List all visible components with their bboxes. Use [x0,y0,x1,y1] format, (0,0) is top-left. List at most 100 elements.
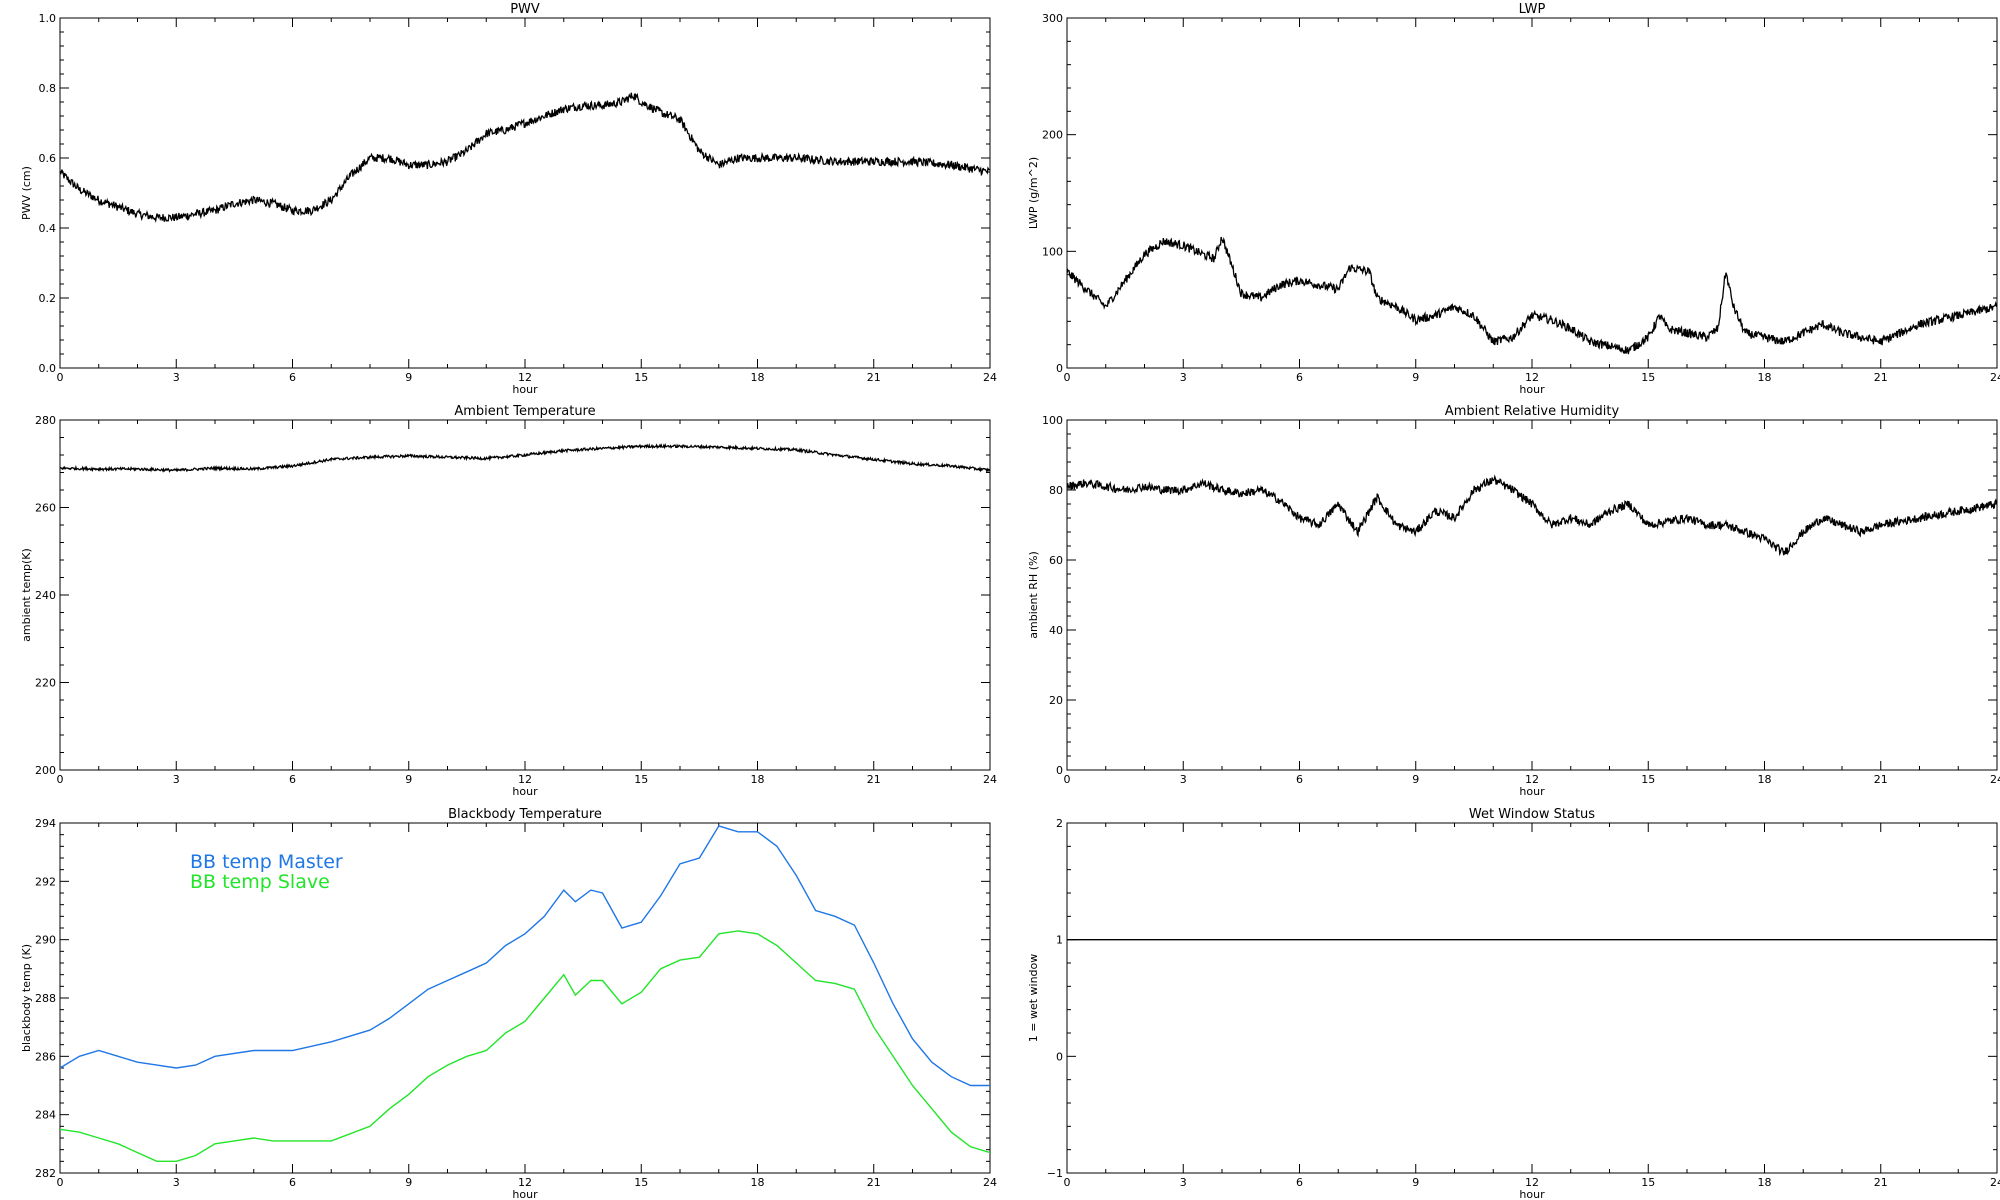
x-tick-label: 21 [867,371,881,384]
y-axis-label: 1 = wet window [1027,954,1040,1043]
x-tick-label: 6 [1296,773,1303,786]
y-tick-label: 240 [35,589,56,602]
x-tick-label: 18 [1758,371,1772,384]
x-tick-label: 3 [173,773,180,786]
y-tick-label: 286 [35,1050,56,1063]
y-tick-label: 292 [35,875,56,888]
x-tick-label: 6 [289,1176,296,1189]
x-tick-label: 18 [751,1176,765,1189]
y-tick-label: 80 [1049,484,1063,497]
x-tick-label: 9 [1412,371,1419,384]
y-axis-label: ambient RH (%) [1027,551,1040,639]
x-tick-label: 24 [983,773,997,786]
y-tick-label: 290 [35,934,56,947]
panel-2: LWP 0 3 6 9 12 15 18 21 24 hour 0 100 200 300 LWP (g/m^… [1027,2,2000,396]
x-axis-label: hour [1519,785,1545,798]
series-line-1 [1067,236,1997,355]
legend-entry: BB temp Master [190,851,343,873]
panel-3: Ambient Temperature 0 3 6 9 12 15 18 21 24 hour 200… [20,404,997,798]
panel-4: Ambient Relative Humidity 0 3 6 9 12 15 18 21 24 h… [1027,404,2000,798]
y-tick-label: 0.6 [39,152,57,165]
x-tick-label: 18 [1758,1176,1772,1189]
x-tick-label: 0 [57,773,64,786]
x-tick-label: 24 [1990,371,2000,384]
y-tick-label: 260 [35,502,56,515]
x-tick-label: 21 [1874,371,1888,384]
x-tick-label: 3 [1180,371,1187,384]
x-tick-label: 15 [1641,1176,1655,1189]
y-tick-label: 100 [1042,245,1063,258]
x-axis-label: hour [512,383,538,396]
y-tick-label: 20 [1049,694,1063,707]
x-tick-label: 12 [518,371,532,384]
y-tick-label: 0.4 [39,222,57,235]
y-axis-label: PWV (cm) [20,166,33,220]
x-tick-label: 3 [173,371,180,384]
x-tick-label: 12 [1525,773,1539,786]
x-tick-label: 12 [518,1176,532,1189]
series-line-1 [60,825,990,1087]
y-tick-label: 100 [1042,414,1063,427]
y-tick-label: 0.8 [39,82,57,95]
y-tick-label: 1 [1056,934,1063,947]
plot-frame [59,419,991,771]
y-tick-label: −1 [1047,1167,1063,1180]
panel-1: PWV 0 3 6 9 12 15 18 21 24 hour 0.0 0.2 0.4 0.6 0.8 1.0 P… [20,2,997,396]
x-tick-label: 6 [289,773,296,786]
x-tick-label: 9 [1412,1176,1419,1189]
y-axis-label: LWP (g/m^2) [1027,157,1040,229]
x-tick-label: 0 [1064,773,1071,786]
y-tick-label: 1.0 [39,12,57,25]
chart-title: PWV [510,2,540,17]
x-tick-label: 15 [634,371,648,384]
y-tick-label: 0 [1056,764,1063,777]
x-tick-label: 21 [1874,1176,1888,1189]
panel-6: Wet Window Status03691215182124hour−1012… [1027,807,2000,1200]
x-tick-label: 21 [867,1176,881,1189]
y-tick-label: 200 [1042,129,1063,142]
x-tick-label: 9 [405,773,412,786]
chart-title: Wet Window Status [1469,807,1595,822]
plot-frame [59,17,991,369]
x-axis-label: hour [512,785,538,798]
y-tick-label: 294 [35,817,56,830]
y-tick-label: 200 [35,764,56,777]
panel-5: Blackbody Temperature 0 3 6 9 12 15 18 21 24 hour 2… [20,807,997,1200]
y-axis-label: blackbody temp (K) [20,944,33,1052]
x-axis-label: hour [1519,1188,1545,1200]
y-axis-label: ambient temp(K) [20,548,33,642]
x-tick-label: 3 [1180,1176,1187,1189]
y-tick-label: 40 [1049,624,1063,637]
x-tick-label: 12 [1525,1176,1539,1189]
x-axis-label: hour [512,1188,538,1200]
chart-title: LWP [1519,2,1546,17]
x-tick-label: 15 [1641,773,1655,786]
x-tick-label: 12 [1525,371,1539,384]
chart-title: Ambient Temperature [454,404,595,419]
y-tick-label: 284 [35,1109,56,1122]
x-tick-label: 18 [1758,773,1772,786]
x-tick-label: 0 [1064,371,1071,384]
series-line-2 [60,930,990,1163]
x-tick-label: 24 [1990,1176,2000,1189]
x-tick-label: 15 [634,1176,648,1189]
x-tick-label: 24 [983,1176,997,1189]
series-line-1 [60,92,990,224]
x-tick-label: 24 [983,371,997,384]
x-tick-label: 6 [1296,371,1303,384]
y-tick-label: 280 [35,414,56,427]
y-tick-label: 300 [1042,12,1063,25]
x-tick-label: 6 [1296,1176,1303,1189]
y-tick-label: 0 [1056,362,1063,375]
x-tick-label: 3 [173,1176,180,1189]
y-tick-label: 288 [35,992,56,1005]
chart-title: Ambient Relative Humidity [1445,404,1620,419]
x-tick-label: 18 [751,371,765,384]
x-tick-label: 24 [1990,773,2000,786]
x-tick-label: 9 [1412,773,1419,786]
x-tick-label: 15 [1641,371,1655,384]
x-tick-label: 12 [518,773,532,786]
x-tick-label: 21 [867,773,881,786]
y-tick-label: 2 [1056,817,1063,830]
